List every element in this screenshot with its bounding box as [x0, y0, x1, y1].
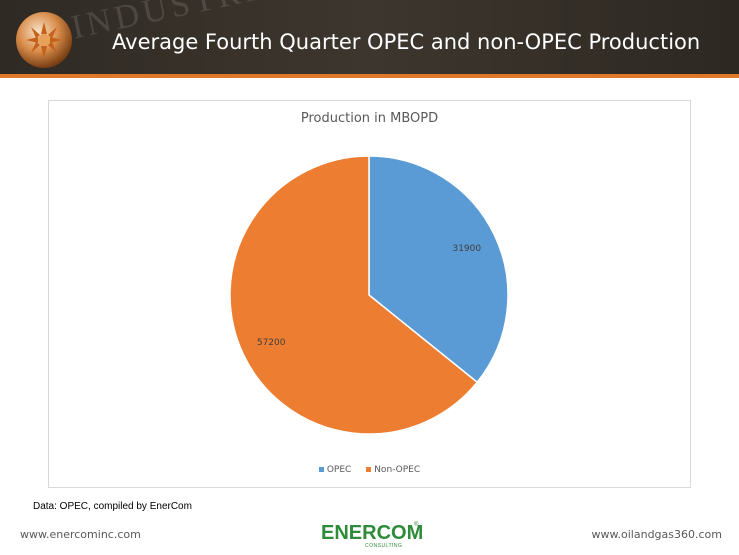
chart-legend: OPEC Non-OPEC [49, 465, 690, 475]
data-source-note: Data: OPEC, compiled by EnerCom [33, 501, 192, 512]
pie-slice-opec [368, 155, 509, 384]
logo-registered-mark: ® [414, 522, 419, 528]
data-label-non-opec: 57200 [257, 338, 286, 348]
footer-link-oilandgas360[interactable]: www.oilandgas360.com [591, 528, 722, 541]
page-title: Average Fourth Quarter OPEC and non-OPEC… [112, 30, 701, 54]
pie-slice-non-opec [229, 155, 479, 435]
chart-title: Production in MBOPD [300, 111, 439, 126]
header-accent-stripe [0, 74, 739, 78]
logo-subtitle: CONSULTING [365, 543, 403, 549]
sun-logo-icon [16, 12, 72, 68]
legend-item-opec: OPEC [318, 465, 352, 475]
footer-link-enercom[interactable]: www.enercominc.com [20, 528, 141, 541]
pie-chart: 31900 57200 [229, 155, 509, 435]
legend-swatch-opec [318, 467, 324, 472]
data-label-opec: 31900 [452, 244, 481, 254]
chart-container: 31900 57200 Production in MBOPD OPEC Non-… [48, 100, 691, 488]
legend-label-non-opec: Non-OPEC [374, 465, 421, 475]
legend-swatch-non-opec [366, 467, 372, 472]
slide-header: INDUSTRI Average Fourth Quarter OPEC and… [0, 0, 739, 76]
logo-wordmark: ENERCOM [321, 522, 424, 544]
enercom-logo: ENERCOM ® CONSULTING [313, 520, 423, 550]
legend-item-non-opec: Non-OPEC [366, 465, 420, 475]
legend-label-opec: OPEC [326, 465, 352, 475]
